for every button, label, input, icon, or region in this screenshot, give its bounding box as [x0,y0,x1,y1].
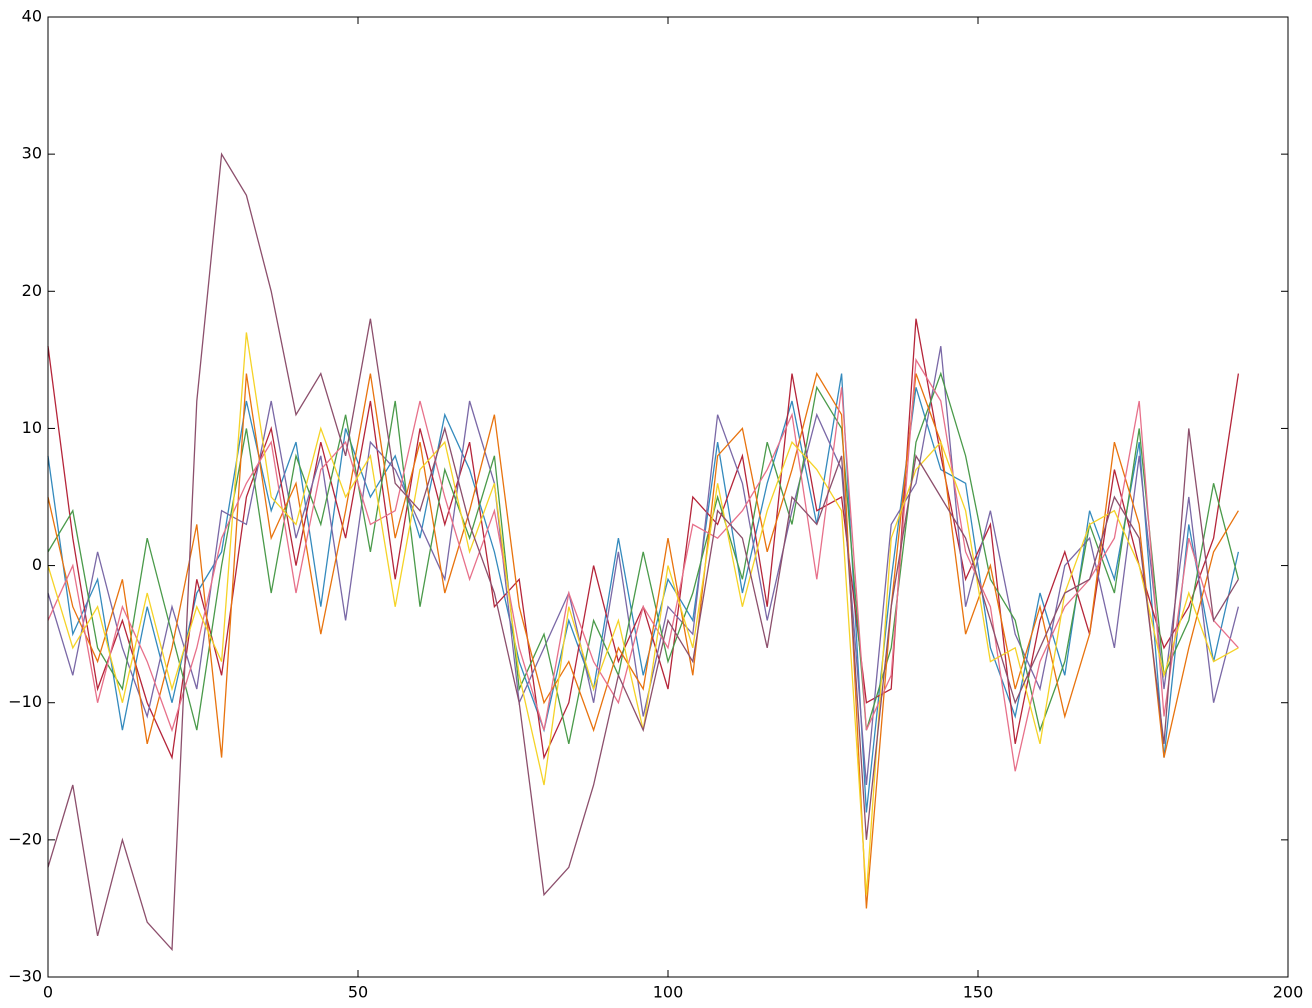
series-line [47,371,1240,745]
y-tick-label: −20 [8,829,42,848]
series-line [47,346,1240,786]
series-line [47,373,1240,813]
series-line [47,332,1239,895]
y-tick-label: −10 [8,692,42,711]
x-tick-label: 200 [1273,983,1304,1002]
y-tick-label: 20 [22,281,42,300]
y-tick-label: 30 [22,144,42,163]
series-line [47,152,1239,952]
x-tick-label: 0 [43,983,53,1002]
y-tick-label: 0 [32,555,42,574]
y-tick-label: 40 [22,7,42,26]
y-tick-label: 10 [22,418,42,437]
series-line [47,371,1239,909]
x-tick-label: 150 [963,983,994,1002]
x-tick-label: 100 [653,983,684,1002]
x-tick-label: 50 [348,983,368,1002]
plot-lines [47,152,1240,952]
y-tick-label: −30 [8,967,42,986]
series-line [47,357,1239,772]
